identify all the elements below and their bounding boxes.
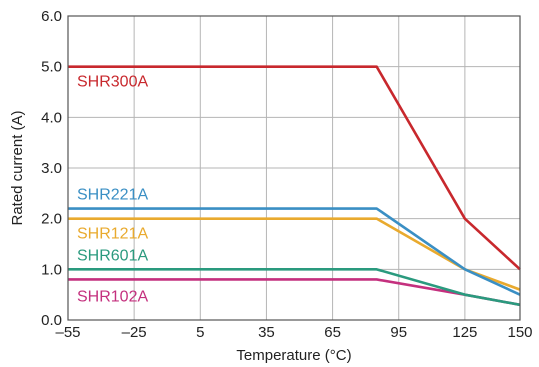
x-tick-label: 125 xyxy=(452,324,477,341)
series-line-shr300a xyxy=(68,65,521,271)
y-tick-label: 5.0 xyxy=(41,59,62,76)
series-line-shr221a xyxy=(68,207,521,296)
x-tick-label: 150 xyxy=(507,324,532,341)
series-line-shr601a xyxy=(68,268,521,307)
y-tick-label: 3.0 xyxy=(41,160,62,177)
series-labels: SHR300A SHR221A SHR121A SHR601A SHR102A xyxy=(77,74,148,306)
series-lines xyxy=(68,65,521,307)
series-label-shr102a: SHR102A xyxy=(77,288,148,305)
x-tick-label: 35 xyxy=(258,324,275,341)
y-axis-label: Rated current (A) xyxy=(9,110,26,225)
x-tick-label: 5 xyxy=(196,324,204,341)
series-label-shr221a: SHR221A xyxy=(77,187,148,204)
y-tick-label: 4.0 xyxy=(41,109,62,126)
series-line-shr121a xyxy=(68,217,521,291)
series-label-shr300a: SHR300A xyxy=(77,74,148,91)
plot-frame xyxy=(67,15,521,321)
series-label-shr601a: SHR601A xyxy=(77,247,148,264)
x-tick-label: –25 xyxy=(122,324,147,341)
x-tick-labels: –55 –25 5 35 65 95 125 150 xyxy=(55,324,532,341)
series-label-shr121a: SHR121A xyxy=(77,226,148,243)
x-tick-label: –55 xyxy=(55,324,80,341)
y-tick-labels: 0.0 1.0 2.0 3.0 4.0 5.0 6.0 xyxy=(41,8,62,329)
x-tick-label: 65 xyxy=(324,324,341,341)
x-tick-label: 95 xyxy=(390,324,407,341)
x-axis-label: Temperature (°C) xyxy=(236,347,351,364)
y-tick-label: 2.0 xyxy=(41,211,62,228)
y-tick-label: 6.0 xyxy=(41,8,62,25)
y-tick-label: 1.0 xyxy=(41,261,62,278)
grid-lines xyxy=(67,15,521,321)
y-tick-label: 0.0 xyxy=(41,312,62,329)
